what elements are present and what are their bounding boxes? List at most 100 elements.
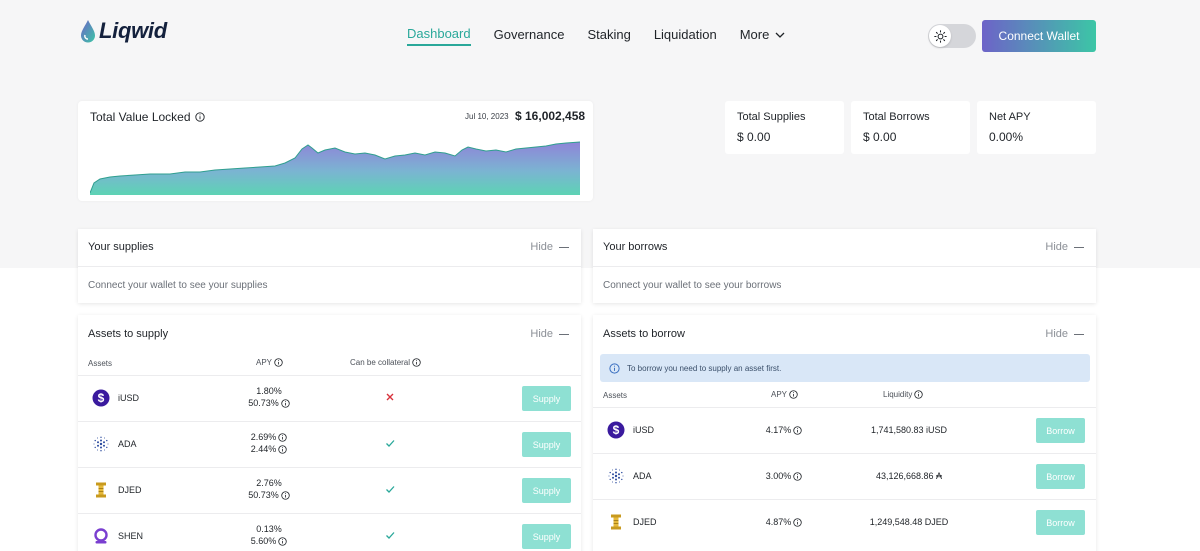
stat-net-apy: Net APY 0.00% [977,101,1096,154]
asset-name: iUSD [118,393,140,403]
column-liquidity-label: Liquidity [883,390,913,399]
info-icon[interactable] [793,425,802,435]
nav-more[interactable]: More [740,27,786,45]
apy-value: 0.13% [256,524,282,534]
check-icon [386,532,395,539]
hide-toggle[interactable]: Hide [530,328,569,340]
info-icon[interactable] [278,536,287,546]
apy-line: 50.73% [229,397,309,409]
panel-title: Your supplies [88,241,154,253]
table-row: DJED 2.76% 50.73% Supply [78,467,581,513]
info-icon[interactable] [278,432,287,442]
panel-header: Assets to supply Hide [78,315,581,353]
iusd-icon: $ [607,421,625,439]
table-row: $ iUSD 4.17% 1,741,580.83 iUSD Borrow [593,407,1096,453]
hide-toggle[interactable]: Hide [1045,241,1084,253]
panel-message: Connect your wallet to see your borrows [603,280,782,291]
asset-cell: SHEN [92,527,143,545]
panel-header: Assets to borrow Hide [593,315,1096,353]
asset-name: iUSD [633,425,655,435]
apy-line: 2.69% [229,431,309,443]
hide-label: Hide [530,328,553,340]
column-assets: Assets [88,359,112,368]
apy-bonus-value: 50.73% [248,398,279,408]
stat-label: Total Supplies [737,111,806,123]
panel-message: Connect your wallet to see your supplies [88,280,268,291]
apy-line: 4.17% [744,424,824,436]
nav-governance[interactable]: Governance [493,27,565,42]
info-icon[interactable] [281,490,290,500]
drop-logo-icon [81,20,95,43]
column-liquidity: Liquidity [883,390,924,399]
djed-icon [607,513,625,531]
info-icon[interactable] [793,471,802,481]
asset-name: DJED [118,485,142,495]
ada-icon [607,467,625,485]
hide-toggle[interactable]: Hide [1045,328,1084,340]
connect-wallet-button[interactable]: Connect Wallet [982,20,1096,52]
stat-label: Net APY [989,111,1031,123]
supply-button[interactable]: Supply [522,386,571,411]
iusd-icon: $ [92,389,110,407]
apy-value: 2.76% [256,478,282,488]
svg-text:$: $ [98,391,105,405]
hide-label: Hide [1045,241,1068,253]
info-icon [609,362,620,374]
info-icon[interactable] [793,517,802,527]
supply-button[interactable]: Supply [522,432,571,457]
supply-button[interactable]: Supply [522,478,571,503]
theme-knob [929,25,951,47]
asset-cell: ADA [92,435,137,453]
hide-toggle[interactable]: Hide [530,241,569,253]
info-icon[interactable] [274,358,283,367]
panel-title: Assets to supply [88,328,169,340]
borrow-button[interactable]: Borrow [1036,510,1085,535]
asset-name: DJED [633,517,657,527]
column-apy: APY [771,390,798,399]
sun-icon [933,29,947,43]
apy-line: 2.76% [229,477,309,489]
apy-value: 4.17% [765,425,792,435]
info-icon[interactable] [281,398,290,408]
apy-cell: 4.87% [744,516,824,528]
table-row: SHEN 0.13% 5.60% Supply [78,513,581,551]
apy-cell: 1.80% 50.73% [229,385,309,409]
asset-cell: DJED [607,513,657,531]
logo[interactable]: Liqwid [80,18,167,44]
your-borrows-panel: Your borrows Hide Connect your wallet to… [593,229,1096,303]
info-icon[interactable] [789,390,798,399]
info-icon[interactable] [278,444,287,454]
theme-toggle[interactable] [928,24,976,48]
minus-icon [559,333,569,335]
column-apy: APY [256,358,283,367]
column-collateral-label: Can be collateral [350,358,411,367]
stat-value: 0.00% [989,130,1024,144]
apy-line: 0.13% [229,523,309,535]
header: Liqwid Dashboard Governance Staking Liqu… [0,0,1200,72]
info-icon[interactable] [194,112,205,122]
nav-staking[interactable]: Staking [587,27,631,42]
nav-liquidation[interactable]: Liquidation [653,27,717,42]
check-icon [386,440,395,447]
info-icon[interactable] [412,358,421,367]
nav-more-label: More [739,27,770,42]
supply-button[interactable]: Supply [522,524,571,549]
borrow-button[interactable]: Borrow [1036,464,1085,489]
borrow-button[interactable]: Borrow [1036,418,1085,443]
shen-icon [92,527,110,545]
stat-label: Total Borrows [863,111,930,123]
panel-header: Your borrows Hide [593,229,1096,267]
column-apy-label: APY [256,358,273,367]
info-icon[interactable] [914,390,924,399]
check-icon [386,486,395,493]
liquidity-value: 1,741,580.83 iUSD [870,425,948,435]
chevron-down-icon [775,32,785,38]
tvl-card: Total Value Locked Jul 10, 2023 $ 16,002… [78,101,593,201]
apy-line: 1.80% [229,385,309,397]
apy-bonus-value: 50.73% [248,490,279,500]
main-nav: Dashboard Governance Staking Liquidation… [407,26,785,46]
cross-icon [386,393,394,401]
nav-dashboard[interactable]: Dashboard [407,26,471,46]
stat-value: $ 0.00 [863,130,897,144]
apy-line: 5.60% [229,535,309,547]
